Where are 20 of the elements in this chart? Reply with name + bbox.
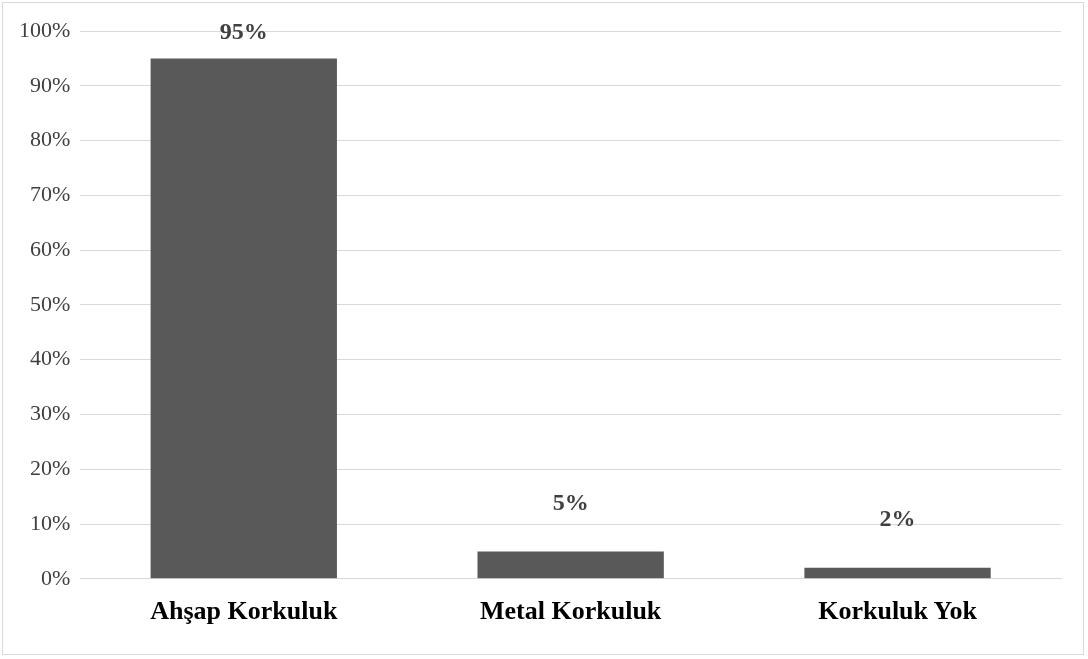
x-tick-label: Metal Korkuluk [480, 596, 662, 626]
y-tick-label: 10% [30, 509, 71, 535]
data-label: 5% [552, 488, 589, 515]
bar [150, 58, 337, 579]
y-tick-label: 80% [30, 126, 71, 152]
data-label: 95% [219, 17, 268, 44]
data-label: 2% [879, 505, 916, 532]
bar [804, 567, 991, 579]
y-tick-label: 100% [19, 16, 71, 42]
x-tick-label: Korkuluk Yok [818, 596, 978, 626]
y-tick-label: 90% [30, 71, 71, 97]
y-tick-label: 30% [30, 400, 71, 426]
y-tick-label: 70% [30, 181, 71, 207]
x-tick-label: Ahşap Korkuluk [150, 596, 338, 626]
y-tick-label: 50% [30, 290, 71, 316]
y-tick-label: 20% [30, 455, 71, 481]
y-tick-label: 60% [30, 235, 71, 261]
bar [477, 551, 664, 579]
y-tick-label: 0% [41, 564, 71, 590]
y-tick-label: 40% [30, 345, 71, 371]
